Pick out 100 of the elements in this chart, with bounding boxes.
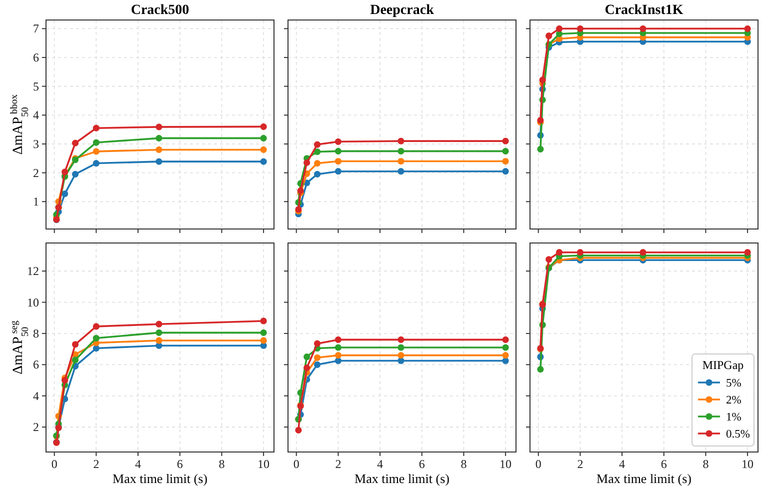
y-tick-label: 3 — [33, 136, 39, 151]
x-axis-title: Max time limit (s) — [112, 471, 208, 486]
point — [546, 32, 552, 40]
x-tick-label: 8 — [218, 457, 225, 471]
legend-label: 1% — [726, 412, 742, 424]
point — [744, 25, 751, 32]
x-tick-label: 2 — [93, 457, 100, 471]
point — [260, 134, 267, 142]
point — [334, 138, 342, 145]
y-tick-label: 8 — [33, 326, 39, 340]
point — [640, 25, 646, 32]
point — [62, 190, 68, 198]
point — [92, 323, 100, 330]
legend-title: MIPGap — [702, 358, 744, 372]
x-tick-label: 4 — [377, 457, 384, 471]
point — [260, 329, 267, 336]
point — [92, 139, 100, 146]
point — [260, 158, 267, 165]
x-tick-label: 6 — [660, 457, 667, 471]
point — [576, 25, 584, 32]
point — [398, 357, 404, 364]
point — [398, 148, 404, 154]
point — [334, 344, 342, 351]
point — [295, 426, 302, 434]
x-tick-label: 10 — [742, 457, 754, 471]
point — [502, 168, 509, 175]
point — [156, 320, 162, 328]
point — [314, 354, 321, 361]
point — [398, 336, 404, 343]
point — [502, 357, 509, 364]
y-tick-label: 1 — [33, 194, 39, 209]
point — [502, 158, 509, 165]
x-tick-label: 4 — [135, 457, 142, 471]
x-tick-label: 8 — [702, 457, 709, 471]
y-tick-label: 12 — [27, 264, 39, 278]
legend-label: 5% — [726, 378, 742, 390]
point — [556, 249, 563, 256]
x-axis-title: Max time limit (s) — [596, 471, 692, 486]
chart-title: Deepcrack — [370, 3, 434, 18]
point — [156, 124, 162, 130]
y-tick-label: 2 — [33, 420, 39, 434]
point — [156, 146, 162, 154]
point — [576, 249, 584, 256]
point — [502, 336, 509, 343]
point — [156, 158, 162, 165]
point — [744, 249, 751, 256]
x-axis-title: Max time limit (s) — [354, 471, 450, 486]
x-tick-label: 2 — [335, 457, 342, 471]
y-tick-label: 6 — [33, 358, 39, 372]
x-tick-label: 6 — [418, 457, 425, 471]
point — [72, 356, 79, 364]
x-tick-label: 8 — [460, 457, 467, 471]
point — [260, 318, 267, 324]
point — [314, 160, 321, 167]
point — [539, 76, 546, 84]
point — [546, 256, 552, 263]
point — [556, 25, 563, 32]
point — [502, 138, 509, 144]
legend-label: 2% — [726, 394, 742, 406]
y-tick-label: 7 — [33, 22, 39, 36]
point — [334, 357, 342, 364]
x-tick-label: 4 — [619, 457, 626, 471]
point — [156, 337, 162, 344]
y-tick-label: 6 — [33, 50, 39, 64]
y-tick-label: 5 — [33, 79, 39, 94]
chart-title: Crack500 — [130, 3, 190, 18]
chart-title: CrackInst1K — [604, 3, 684, 18]
point — [537, 366, 544, 373]
point — [398, 138, 404, 144]
point — [314, 170, 321, 178]
x-tick-label: 0 — [293, 457, 300, 471]
point — [502, 148, 509, 154]
point — [62, 376, 68, 384]
point — [334, 352, 342, 359]
legend-label: 0.5% — [726, 428, 750, 440]
point — [297, 187, 304, 194]
point — [92, 124, 100, 132]
point — [398, 344, 404, 351]
x-tick-label: 0 — [535, 457, 542, 471]
point — [62, 168, 68, 176]
point — [304, 364, 310, 372]
point — [398, 352, 404, 359]
x-tick-label: 0 — [51, 457, 58, 471]
point — [314, 141, 321, 148]
point — [72, 341, 79, 348]
point — [260, 123, 267, 130]
point — [314, 340, 321, 347]
point — [304, 159, 310, 166]
point — [72, 170, 79, 178]
point — [92, 344, 100, 352]
point — [314, 361, 321, 368]
y-tick-label: 2 — [33, 166, 39, 180]
point — [260, 337, 267, 344]
point — [72, 140, 79, 146]
point — [502, 344, 509, 351]
point — [260, 146, 267, 154]
y-tick-label: 4 — [33, 108, 39, 122]
point — [502, 352, 509, 359]
point — [334, 336, 342, 343]
point — [334, 158, 342, 165]
